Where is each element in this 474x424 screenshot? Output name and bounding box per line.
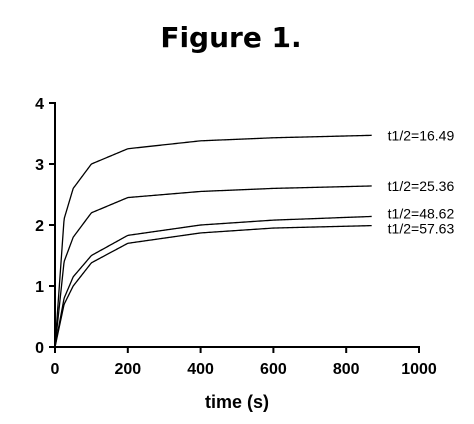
series-line — [54, 185, 372, 348]
chart-title: Figure 1. — [160, 21, 301, 54]
y-tick-label: 1 — [35, 279, 44, 296]
y-tick-label: 2 — [35, 218, 44, 235]
x-tick-label: 800 — [333, 361, 360, 378]
x-tick-label: 600 — [260, 361, 287, 378]
series-label: t1/2=25.36 — [388, 178, 455, 194]
y-tick-label: 4 — [35, 96, 44, 113]
series-label: t1/2=16.49 — [388, 127, 455, 143]
x-axis-title: time (s) — [205, 392, 269, 412]
series-label: t1/2=48.62 — [388, 205, 455, 221]
series-line — [54, 134, 372, 348]
y-tick-label: 3 — [35, 157, 44, 174]
series-label: t1/2=57.63 — [388, 221, 455, 237]
series-line — [54, 215, 372, 348]
curves — [54, 134, 372, 348]
x-ticks: 0 200 400 600 800 1000 — [51, 347, 437, 378]
y-tick-label: 0 — [35, 340, 44, 357]
x-tick-label: 200 — [114, 361, 141, 378]
y-ticks: 0 1 2 3 4 — [35, 96, 55, 357]
x-tick-label: 400 — [187, 361, 214, 378]
series-line — [54, 224, 372, 348]
x-tick-label: 1000 — [401, 361, 437, 378]
x-tick-label: 0 — [51, 361, 60, 378]
